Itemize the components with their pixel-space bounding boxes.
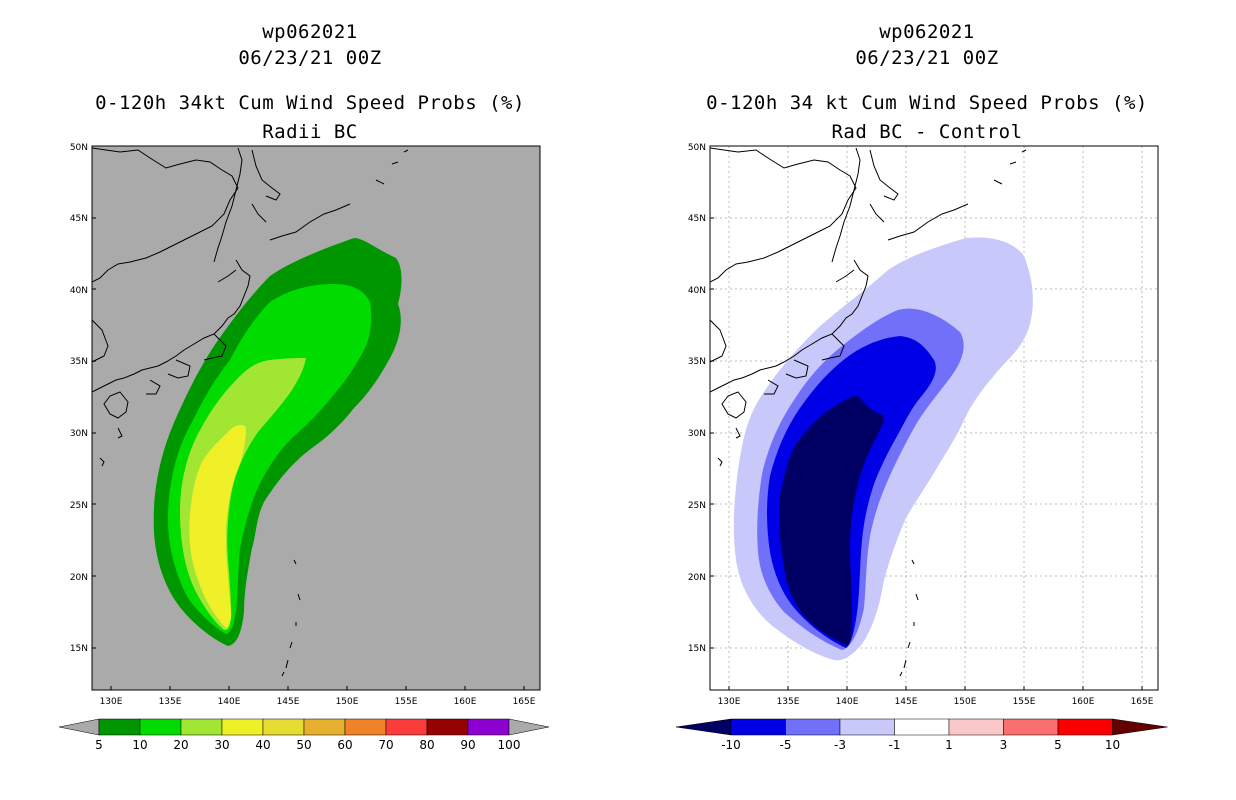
right-lon-label: 145E	[895, 697, 918, 707]
left-lon-label: 155E	[395, 697, 418, 707]
left-lon-axis: 130E 135E 140E 145E 150E 155E 160E 165E	[100, 686, 536, 707]
right-lat-label: 50N	[688, 143, 706, 153]
left-lat-label: 45N	[70, 214, 88, 224]
left-colorbar-cell	[344, 718, 387, 736]
left-colorbar-cell	[180, 718, 223, 736]
left-lat-axis: 50N 45N 40N 35N 30N 25N 20N 15N	[70, 143, 96, 654]
left-colorbar-cell	[303, 718, 346, 736]
right-lat-label: 15N	[688, 644, 706, 654]
left-colorbar-low-arrow	[58, 718, 100, 736]
right-colorbar-cell	[839, 718, 895, 736]
right-colorbar-cell	[730, 718, 786, 736]
right-lat-label: 20N	[688, 573, 706, 583]
left-colorbar-cell	[262, 718, 305, 736]
left-lat-label: 50N	[70, 143, 88, 153]
right-colorbar-label: 5	[1054, 738, 1062, 752]
right-colorbar-label: -10	[721, 738, 741, 752]
left-colorbar-label: 10	[132, 738, 147, 752]
left-colorbar-cell	[385, 718, 428, 736]
right-lon-label: 155E	[1013, 697, 1036, 707]
left-subtitle: Radii BC	[262, 121, 358, 143]
right-coastlines	[710, 147, 1027, 677]
left-lon-label: 140E	[218, 697, 241, 707]
left-lat-label: 30N	[70, 429, 88, 439]
left-colorbar: 5 10 20 30 40 50 60 70 80 90 100	[58, 718, 550, 752]
left-colorbar-label: 100	[498, 738, 521, 752]
right-map-panel: 50N 45N 40N 35N 30N 25N 20N 15N 130E 135…	[675, 143, 1168, 752]
left-colorbar-label: 20	[173, 738, 188, 752]
left-colorbar-label: 70	[378, 738, 393, 752]
left-coastlines	[92, 147, 409, 677]
right-lon-axis: 130E 135E 140E 145E 150E 155E 160E 165E	[718, 686, 1154, 707]
prob-contour-30	[189, 425, 246, 628]
right-gridlines	[710, 146, 1158, 690]
left-lat-label: 20N	[70, 573, 88, 583]
left-datetime: 06/23/21 00Z	[238, 47, 382, 69]
left-colorbar-label: 40	[255, 738, 270, 752]
right-storm-id: wp062021	[879, 21, 975, 43]
left-lon-label: 150E	[336, 697, 359, 707]
left-colorbar-label: 5	[95, 738, 103, 752]
right-lon-label: 140E	[836, 697, 859, 707]
right-colorbar-low-arrow	[675, 718, 732, 736]
right-lat-label: 45N	[688, 214, 706, 224]
right-lon-label: 130E	[718, 697, 741, 707]
left-colorbar-label: 80	[419, 738, 434, 752]
left-colorbar-label: 90	[460, 738, 475, 752]
diff-contour-minus10	[779, 396, 884, 646]
left-colorbar-high-arrow	[508, 718, 550, 736]
left-colorbar-cell	[139, 718, 182, 736]
right-lat-axis: 50N 45N 40N 35N 30N 25N 20N 15N	[688, 143, 714, 654]
right-lon-label: 135E	[777, 697, 800, 707]
left-storm-id: wp062021	[262, 21, 358, 43]
right-lat-label: 25N	[688, 501, 706, 511]
right-lat-label: 40N	[688, 286, 706, 296]
right-colorbar-label: 1	[945, 738, 953, 752]
right-colorbar-label: 3	[1000, 738, 1008, 752]
left-lat-label: 40N	[70, 286, 88, 296]
left-product-title: 0-120h 34kt Cum Wind Speed Probs (%)	[95, 92, 525, 114]
left-colorbar-label: 60	[337, 738, 352, 752]
right-colorbar-cell	[894, 718, 950, 736]
left-colorbar-cell	[98, 718, 141, 736]
right-lon-label: 165E	[1131, 697, 1154, 707]
left-lat-label: 15N	[70, 644, 88, 654]
right-product-title: 0-120h 34 kt Cum Wind Speed Probs (%)	[706, 92, 1148, 114]
right-lat-label: 30N	[688, 429, 706, 439]
left-colorbar-label: 30	[214, 738, 229, 752]
left-lat-label: 35N	[70, 357, 88, 367]
left-colorbar-label: 50	[296, 738, 311, 752]
right-colorbar-label: -3	[834, 738, 846, 752]
right-lon-label: 160E	[1072, 697, 1095, 707]
left-lon-label: 160E	[454, 697, 477, 707]
right-colorbar-label: -5	[780, 738, 792, 752]
left-lon-label: 135E	[159, 697, 182, 707]
right-subtitle: Rad BC - Control	[831, 121, 1023, 143]
left-map-panel: 50N 45N 40N 35N 30N 25N 20N 15N 130E 135…	[58, 143, 550, 752]
right-datetime: 06/23/21 00Z	[855, 47, 999, 69]
right-lat-label: 35N	[688, 357, 706, 367]
left-colorbar-cell	[467, 718, 510, 736]
right-colorbar-label: -1	[889, 738, 901, 752]
left-lat-label: 25N	[70, 501, 88, 511]
right-colorbar-high-arrow	[1112, 718, 1168, 736]
left-colorbar-cell	[221, 718, 264, 736]
right-colorbar: -10 -5 -3 -1 1 3 5 10	[675, 718, 1168, 752]
right-colorbar-cell	[1003, 718, 1059, 736]
left-lon-label: 145E	[277, 697, 300, 707]
left-lon-label: 165E	[513, 697, 536, 707]
left-lon-label: 130E	[100, 697, 123, 707]
right-colorbar-cell	[948, 718, 1004, 736]
right-colorbar-cell	[785, 718, 841, 736]
right-colorbar-label: 10	[1105, 738, 1120, 752]
left-colorbar-cell	[426, 718, 469, 736]
right-lon-label: 150E	[954, 697, 977, 707]
right-colorbar-cell	[1057, 718, 1113, 736]
